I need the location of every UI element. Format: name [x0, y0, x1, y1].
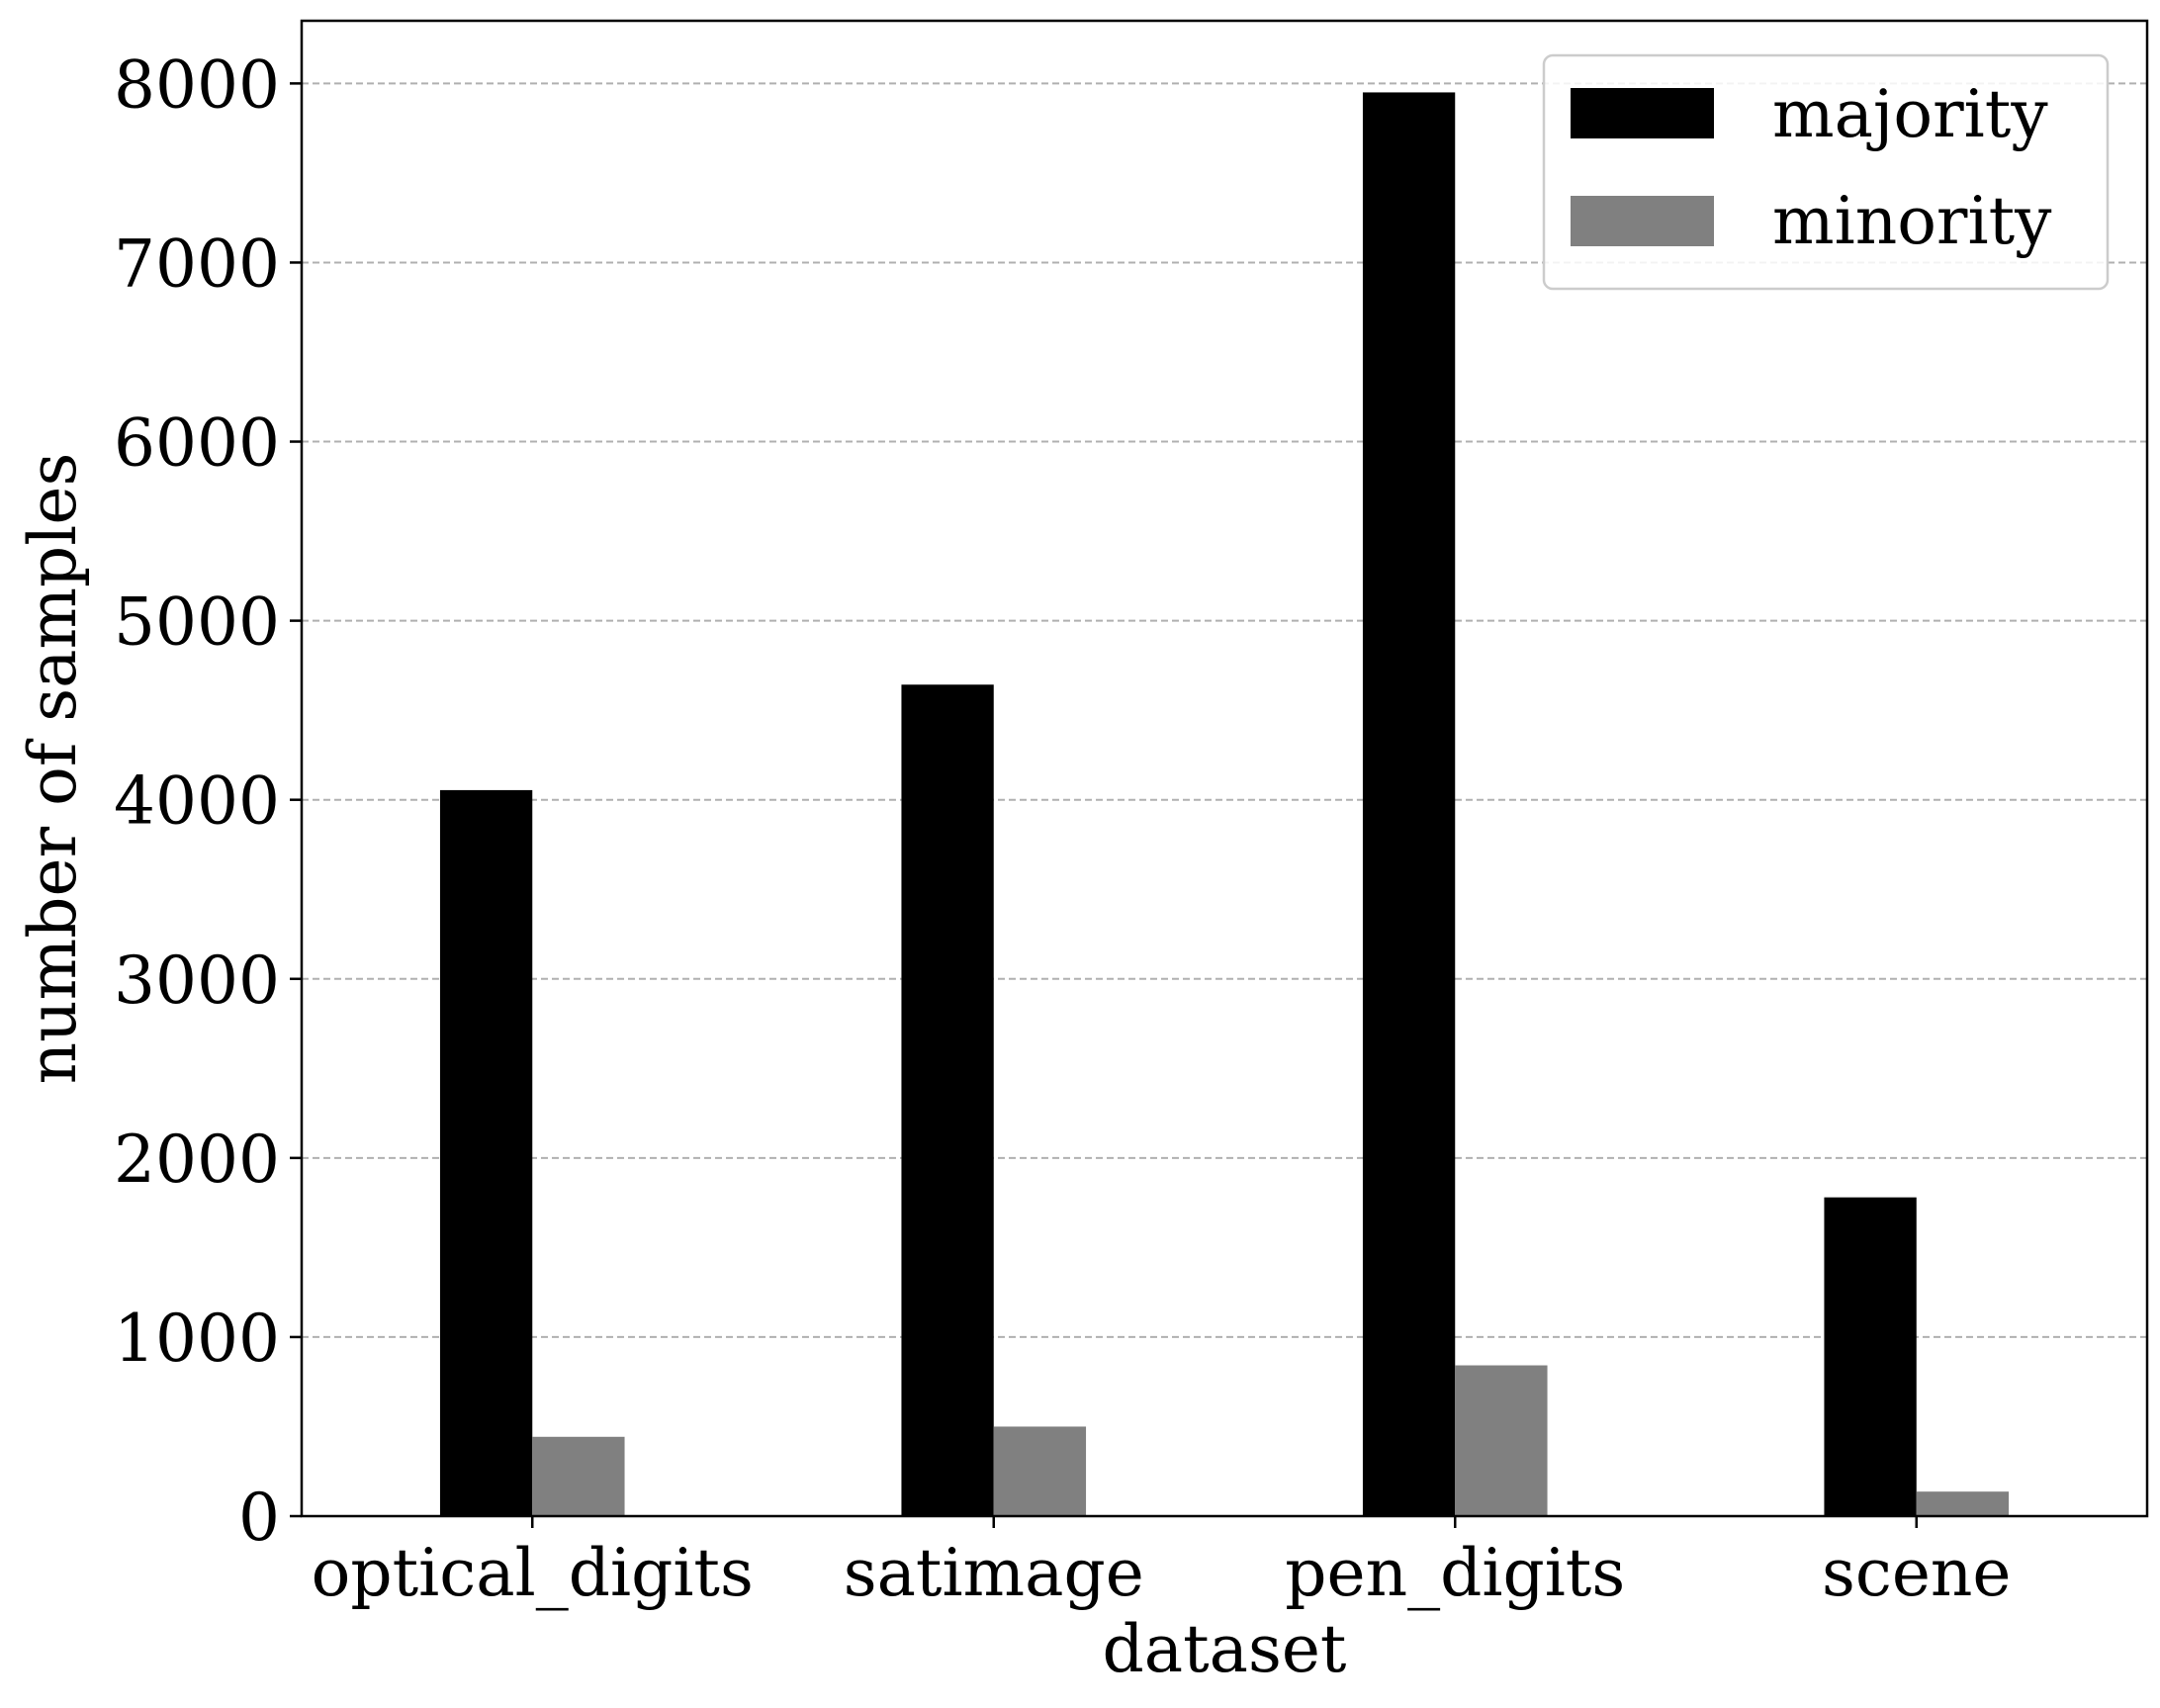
bar-majority-satimage: [901, 684, 994, 1516]
y-tick-label: 1000: [114, 1301, 280, 1377]
bars: [439, 92, 2010, 1516]
y-tick-label: 2000: [114, 1122, 280, 1198]
bar-majority-pen_digits: [1362, 92, 1456, 1516]
legend-swatch-minority: [1571, 196, 1714, 246]
y-tick-label: 6000: [114, 405, 280, 482]
y-axis-label: number of samples: [15, 453, 91, 1085]
bar-minority-optical_digits: [532, 1436, 625, 1516]
x-tick-label: scene: [1822, 1535, 2011, 1611]
legend-label-minority: minority: [1772, 183, 2052, 259]
bar-majority-scene: [1824, 1197, 1917, 1516]
y-tick-label: 0: [238, 1480, 280, 1556]
y-tick-label: 8000: [114, 46, 280, 123]
bar-majority-optical_digits: [439, 789, 533, 1516]
y-tick-label: 4000: [114, 764, 280, 840]
x-axis: optical_digits satimage pen_digits scene: [312, 1516, 2011, 1611]
bar-minority-pen_digits: [1455, 1365, 1548, 1516]
plot-frame: [300, 19, 2149, 1518]
x-tick-label: optical_digits: [312, 1535, 754, 1611]
bar-minority-satimage: [993, 1426, 1087, 1516]
legend: majority minority: [1542, 53, 2110, 291]
y-axis: 0 1000 2000 3000 4000 5000 6000 7000 8000: [114, 46, 302, 1556]
bar-minority-scene: [1916, 1491, 2010, 1516]
y-tick-label: 3000: [114, 943, 280, 1019]
x-tick-label: pen_digits: [1285, 1535, 1625, 1611]
y-tick-label: 5000: [114, 584, 280, 661]
legend-swatch-majority: [1571, 88, 1714, 138]
legend-label-majority: majority: [1772, 76, 2048, 152]
x-tick-label: satimage: [844, 1535, 1144, 1611]
y-tick-label: 7000: [114, 225, 280, 302]
x-axis-label: dataset: [1103, 1611, 1347, 1687]
